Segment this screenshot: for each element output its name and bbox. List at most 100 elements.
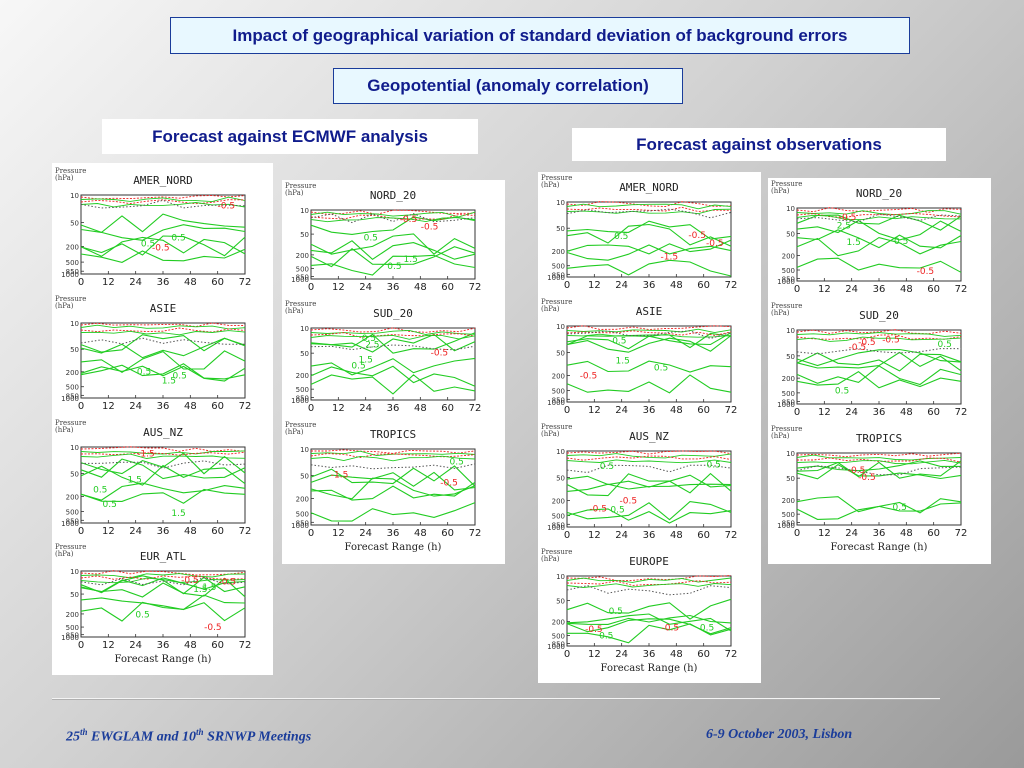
y-tick-label: 10	[70, 192, 79, 200]
contour-lines	[310, 327, 476, 395]
x-tick-label: 12	[102, 640, 115, 651]
y-axis-label: Pressure	[541, 548, 572, 556]
contour-label: 0.5	[103, 500, 117, 510]
x-tick-label: 0	[308, 403, 314, 414]
y-axis-label: Pressure	[541, 298, 572, 306]
x-tick-label: 12	[332, 403, 345, 414]
y-tick-label: 200	[66, 493, 79, 501]
contour-negative	[566, 330, 732, 336]
plot-frame	[796, 452, 962, 526]
y-tick-label: 1000	[547, 643, 565, 651]
y-tick-label: 10	[556, 573, 565, 581]
contour-lines	[310, 449, 476, 522]
y-tick-label: 1000	[547, 399, 565, 407]
contour-positive	[310, 365, 476, 387]
contour-label: 0.5	[93, 486, 107, 496]
y-axis-label: (hPa)	[541, 430, 560, 438]
contour-positive	[310, 332, 476, 354]
contour-label: 1.5	[193, 585, 207, 595]
contour-positive	[310, 240, 476, 260]
footer-right: 6-9 October 2003, Lisbon	[706, 727, 853, 742]
contour-positive	[80, 450, 246, 455]
contour-label: 0.5	[351, 362, 365, 372]
contour-zero	[796, 348, 962, 355]
x-tick-label: 48	[900, 407, 913, 418]
panel-title: EUROPE	[629, 555, 669, 568]
y-tick-label: 1000	[61, 520, 79, 528]
y-tick-label: 10	[300, 325, 309, 333]
x-tick-label: 24	[359, 403, 372, 414]
contour-negative	[311, 449, 476, 454]
contour-label: 0.5	[600, 462, 614, 472]
x-tick-label: 12	[588, 280, 601, 291]
panel-title: EUR_ATL	[140, 550, 187, 563]
y-tick-label: 500	[782, 511, 795, 519]
contour-label: 0.5	[938, 340, 952, 350]
x-tick-label: 48	[670, 405, 683, 416]
y-axis-label: Pressure	[55, 167, 86, 175]
x-tick-label: 36	[643, 649, 656, 660]
y-axis-label: Pressure	[541, 423, 572, 431]
y-axis-label: (hPa)	[55, 302, 74, 310]
plot-frame	[80, 446, 246, 524]
contour-label: -0.5	[440, 479, 458, 489]
panel-title: SUD_20	[373, 307, 413, 320]
contour-lines	[80, 446, 246, 504]
x-tick-label: 36	[157, 401, 170, 412]
contour-label: -0.5	[858, 338, 876, 348]
y-tick-label: 850	[296, 274, 309, 282]
contour-positive	[310, 254, 476, 276]
contour-lines	[566, 575, 732, 644]
y-axis-label: (hPa)	[55, 550, 74, 558]
y-tick-label: 1000	[777, 278, 795, 286]
contour-label: -0.5	[848, 466, 866, 476]
contour-positive	[80, 577, 246, 584]
contour-positive	[796, 365, 962, 386]
y-tick-label: 50	[300, 473, 309, 481]
x-tick-label: 36	[643, 530, 656, 541]
x-tick-label: 0	[308, 528, 314, 539]
x-tick-label: 48	[670, 530, 683, 541]
contour-positive	[80, 213, 246, 234]
contour-zero	[80, 576, 246, 586]
contour-label: -0.5	[589, 504, 607, 514]
y-tick-label: 200	[296, 372, 309, 380]
contour-negative	[796, 212, 962, 218]
x-tick-label: 12	[588, 405, 601, 416]
contour-label: 1.5	[128, 475, 142, 485]
y-tick-label: 500	[552, 263, 565, 271]
x-tick-label: 12	[588, 530, 601, 541]
y-tick-label: 850	[66, 632, 79, 640]
contour-positive	[80, 573, 246, 579]
contour-label: 1.5	[359, 356, 373, 366]
y-axis-label: (hPa)	[285, 307, 304, 315]
panel-title: AUS_NZ	[143, 426, 183, 439]
panel-title: AMER_NORD	[619, 181, 679, 194]
contour-label: -0.5	[421, 223, 439, 233]
x-tick-label: 60	[927, 407, 940, 418]
contour-positive	[567, 623, 732, 644]
contour-positive	[80, 575, 246, 595]
contour-negative	[310, 327, 476, 333]
y-tick-label: 500	[296, 266, 309, 274]
y-tick-label: 1000	[547, 524, 565, 532]
x-tick-label: 12	[102, 401, 115, 412]
contour-positive	[310, 329, 476, 335]
y-tick-label: 1000	[777, 522, 795, 530]
y-tick-label: 850	[66, 517, 79, 525]
y-axis-label: (hPa)	[285, 428, 304, 436]
x-tick-label: 36	[387, 403, 400, 414]
contour-positive	[80, 458, 246, 480]
x-tick-label: 60	[697, 405, 710, 416]
contour-positive	[80, 577, 246, 593]
x-tick-label: 12	[102, 526, 115, 537]
x-tick-label: 48	[414, 403, 427, 414]
contour-positive	[80, 453, 246, 459]
x-tick-label: 72	[955, 284, 968, 295]
y-tick-label: 1000	[61, 271, 79, 279]
contour-positive	[796, 460, 961, 472]
x-tick-label: 72	[239, 640, 252, 651]
x-tick-label: 36	[157, 526, 170, 537]
